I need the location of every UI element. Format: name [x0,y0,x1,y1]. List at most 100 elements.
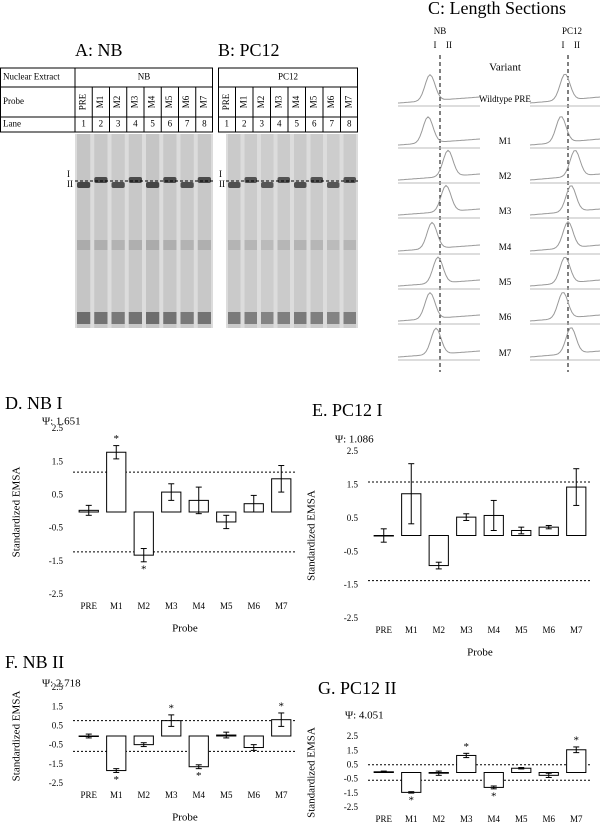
column-label: PC12 [562,26,582,36]
gel-band [310,240,323,250]
psi-annotation: Ψ: 4.051 [345,710,384,722]
variant-label: M7 [499,348,512,358]
gel-front [180,312,194,324]
chart-title: G. PC12 II [318,678,397,698]
error-bar [250,744,257,751]
variant-label: M4 [499,242,512,252]
panel-title: A: NB [75,40,123,60]
error-bar [278,465,285,493]
lane-label: 8 [347,119,352,129]
y-tick-label: -0.5 [49,740,64,750]
gel-lane [111,134,125,328]
probe-label: M7 [198,95,208,108]
gel-front [244,312,257,324]
probe-label: M4 [291,95,301,108]
gel-front [261,312,274,324]
y-tick-label: -1.5 [344,580,359,590]
significance-marker: * [114,774,120,786]
error-bar [278,712,285,727]
probe-label: M6 [181,95,191,108]
lane-label: 7 [185,119,190,129]
row-label: Probe [3,96,24,106]
gel-lane [77,134,91,328]
x-tick-label: M4 [192,790,205,800]
y-tick-label: 1.5 [52,456,64,466]
variant-label: M2 [499,171,512,181]
error-bar [435,561,442,570]
error-bar [545,772,552,778]
gel-band [77,240,91,250]
x-tick-label: M5 [220,601,233,611]
error-bar [140,742,147,748]
lane-label: 3 [116,119,121,129]
gel-front [94,312,108,324]
gel-band [180,182,194,188]
gel-band [146,182,160,188]
panel-title: B: PC12 [218,40,280,60]
x-tick-label: M3 [460,625,473,635]
gel-band [197,177,211,183]
y-tick-label: -2.5 [344,613,359,623]
gel-band [277,177,290,183]
x-axis-label: Probe [467,647,493,659]
gel-lane [327,134,340,328]
length-profile [529,116,600,146]
gel-band [228,182,241,188]
gel-front [163,312,177,324]
gel-band [244,240,257,250]
gel-lane [294,134,307,328]
error-bar [435,770,442,776]
gel-front [128,312,142,324]
length-profile [397,221,481,252]
error-bar [545,524,552,530]
error-bar [380,528,387,543]
lane-label: 4 [133,119,138,129]
length-profile [529,150,600,181]
gel-front [146,312,160,324]
x-tick-label: M7 [570,814,583,824]
y-tick-label: 1.5 [52,701,64,711]
gel-front [277,312,290,324]
significance-marker: * [196,770,202,782]
x-tick-label: M2 [432,814,445,824]
lane-label: 6 [312,119,317,129]
gel-band [77,182,91,188]
x-tick-label: PRE [80,790,97,800]
y-tick-label: -1.5 [344,788,359,798]
error-bar [140,548,147,563]
x-tick-label: M7 [570,625,583,635]
significance-marker: * [141,563,147,575]
gel-lane [197,134,211,328]
gel-band [310,177,323,183]
peak-label: I [434,40,437,50]
chart-title: D. NB I [5,393,63,413]
y-tick-label: -0.5 [344,546,359,556]
gel-lane [261,134,274,328]
y-tick-label: -1.5 [49,556,64,566]
length-profile [529,220,600,252]
y-tick-label: -0.5 [344,774,359,784]
lane-label: 4 [277,119,282,129]
x-axis-label: Probe [172,812,198,824]
y-tick-label: 2.5 [347,731,359,741]
length-profile [529,327,600,358]
error-bar [518,767,525,770]
table-frame [0,67,213,133]
gel-band [94,177,108,183]
error-bar [195,764,202,770]
significance-marker: * [491,790,497,802]
gel-band [163,240,177,250]
lane-label: 6 [168,119,173,129]
error-bar [85,733,92,739]
probe-label: M1 [238,96,248,109]
error-bar [573,746,580,754]
bar [483,772,504,788]
probe-label: PRE [78,93,88,110]
lane-label: 2 [99,119,104,129]
x-tick-label: M4 [487,625,500,635]
length-profile [397,327,481,358]
probe-label: M6 [326,95,336,108]
variant-header: Variant [489,62,521,74]
x-tick-label: M1 [110,601,123,611]
gel-front [197,312,211,324]
